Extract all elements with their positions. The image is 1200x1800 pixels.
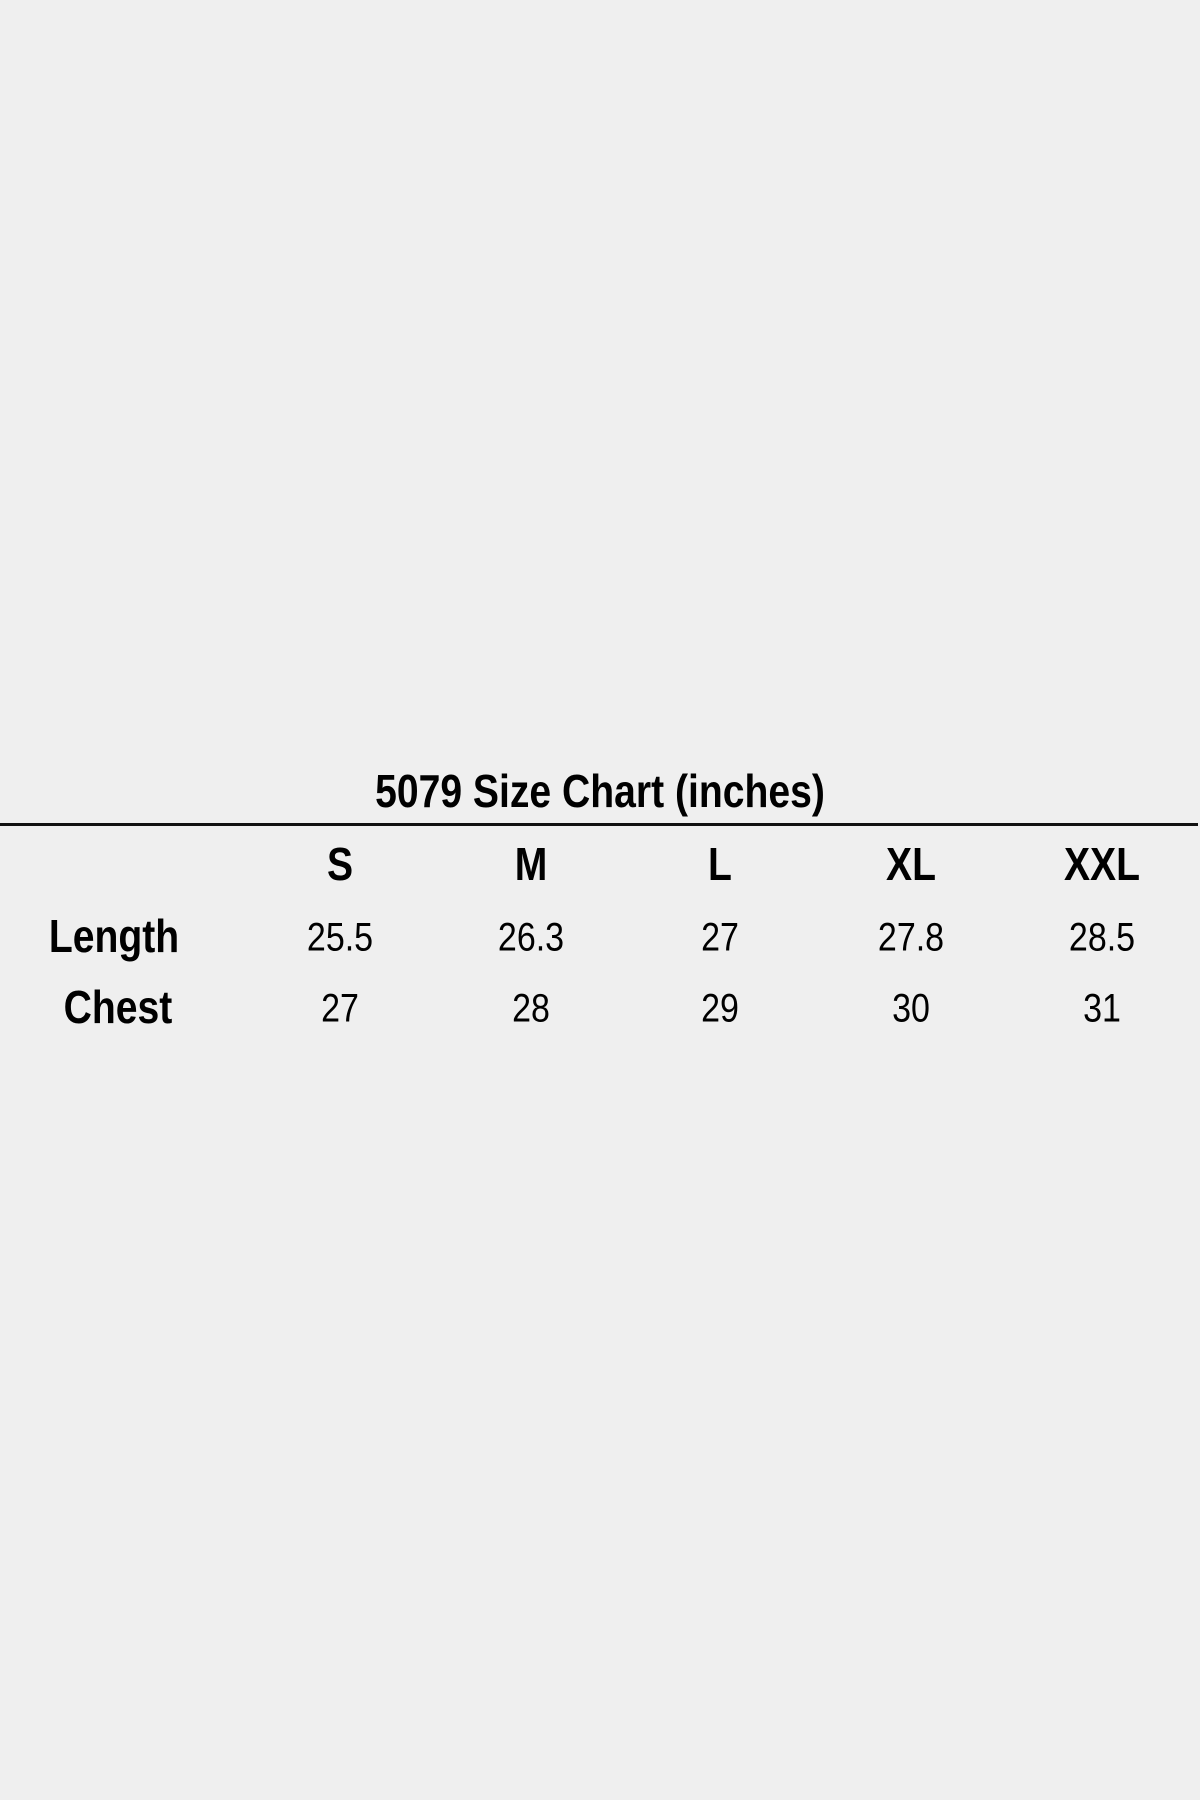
table-cell: 27: [701, 915, 739, 960]
table-cell: 31: [1083, 986, 1121, 1031]
table-cell: 27: [321, 986, 359, 1031]
size-header: S: [326, 838, 354, 890]
header-divider: [0, 823, 1198, 826]
table-cell: 29: [701, 986, 739, 1031]
chart-title: 5079 Size Chart (inches): [375, 765, 825, 817]
size-header: M: [514, 838, 548, 890]
table-cell: 28: [512, 986, 550, 1031]
size-header: XL: [886, 838, 936, 890]
table-cell: 30: [892, 986, 930, 1031]
size-header: XXL: [1063, 838, 1141, 890]
table-cell: 27.8: [877, 915, 945, 960]
table-cell: 26.3: [497, 915, 565, 960]
row-label: Length: [48, 910, 180, 962]
table-cell: 28.5: [1068, 915, 1136, 960]
size-header: L: [708, 838, 732, 890]
row-label: Chest: [63, 981, 173, 1033]
table-cell: 25.5: [306, 915, 374, 960]
